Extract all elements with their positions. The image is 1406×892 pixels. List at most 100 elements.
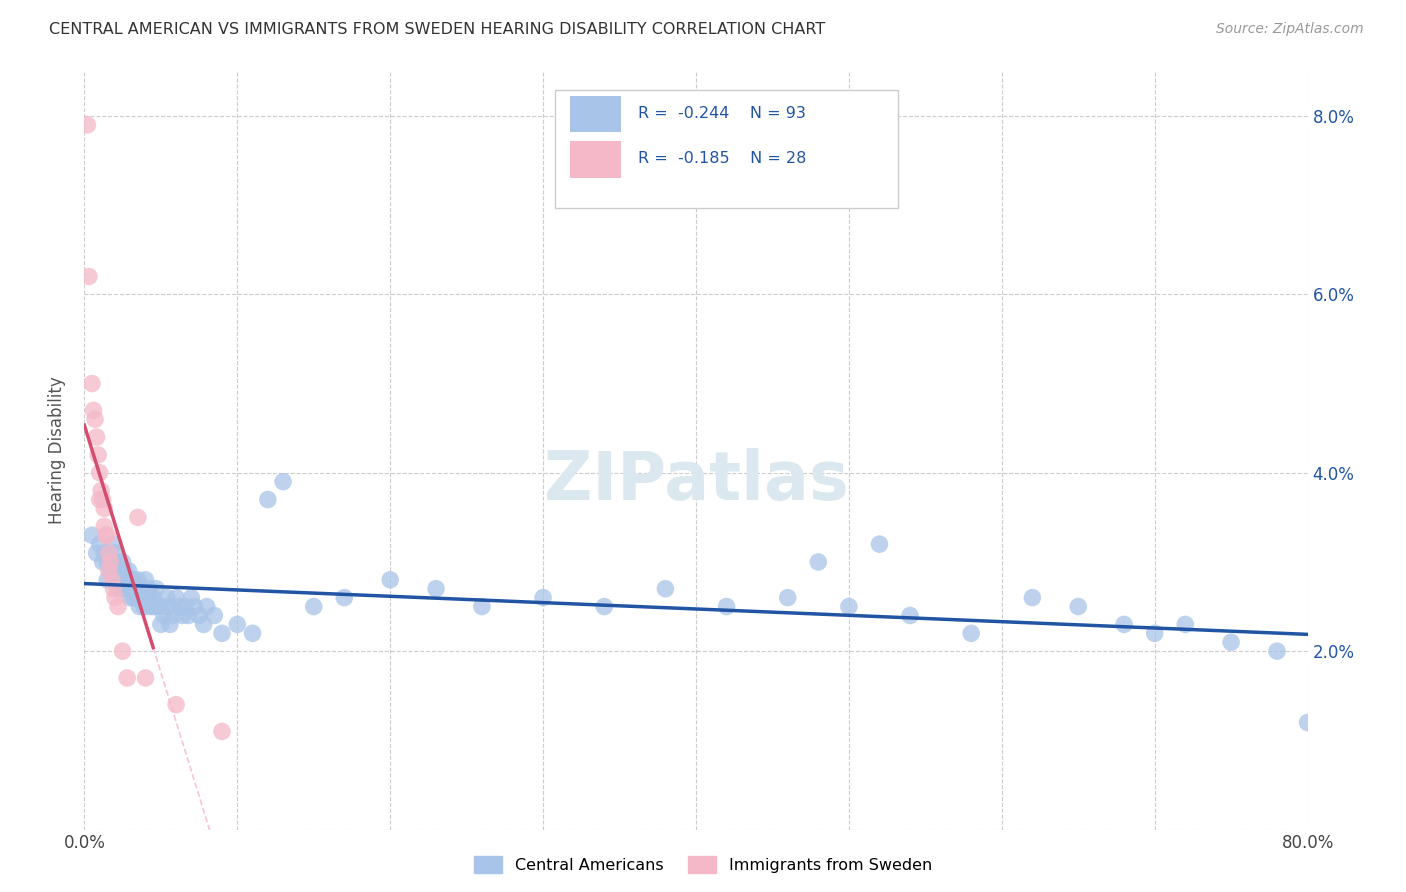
Point <box>807 555 830 569</box>
Point <box>172 608 194 623</box>
Point <box>129 582 152 596</box>
Point <box>77 269 100 284</box>
Point <box>211 724 233 739</box>
Point <box>142 591 165 605</box>
Point <box>146 599 169 614</box>
Point <box>302 599 325 614</box>
Point <box>94 528 117 542</box>
Text: CENTRAL AMERICAN VS IMMIGRANTS FROM SWEDEN HEARING DISABILITY CORRELATION CHART: CENTRAL AMERICAN VS IMMIGRANTS FROM SWED… <box>49 22 825 37</box>
Point <box>149 617 172 632</box>
Point <box>103 582 125 596</box>
FancyBboxPatch shape <box>555 90 898 208</box>
Point <box>96 528 118 542</box>
Point <box>1067 599 1090 614</box>
Point <box>202 608 225 623</box>
Point <box>143 599 166 614</box>
Point <box>165 591 187 605</box>
Point <box>91 555 114 569</box>
Point <box>101 573 124 587</box>
Point <box>80 376 103 391</box>
Point <box>97 546 120 560</box>
Legend: Central Americans, Immigrants from Sweden: Central Americans, Immigrants from Swede… <box>467 849 939 880</box>
Point <box>869 537 891 551</box>
Point <box>97 546 120 560</box>
Point <box>132 599 155 614</box>
Point <box>83 403 105 417</box>
Point <box>111 644 134 658</box>
Point <box>716 599 738 614</box>
Point <box>1143 626 1166 640</box>
Point <box>257 492 280 507</box>
Point <box>162 608 184 623</box>
Point <box>183 599 205 614</box>
Point <box>141 599 163 614</box>
Point <box>333 591 356 605</box>
Point <box>87 448 110 462</box>
Point <box>103 537 125 551</box>
Point <box>193 617 215 632</box>
Point <box>122 591 145 605</box>
Point <box>91 492 114 507</box>
Point <box>471 599 494 614</box>
Point <box>838 599 860 614</box>
Point <box>114 573 136 587</box>
Text: R =  -0.185    N = 28: R = -0.185 N = 28 <box>638 151 807 166</box>
Point <box>98 555 121 569</box>
Point <box>124 582 146 596</box>
Point <box>159 617 181 632</box>
Point <box>1296 715 1319 730</box>
Point <box>177 608 200 623</box>
Point <box>157 599 180 614</box>
Point <box>776 591 799 605</box>
Point <box>127 573 149 587</box>
Point <box>107 599 129 614</box>
Point <box>960 626 983 640</box>
Point <box>125 591 148 605</box>
Point <box>145 582 167 596</box>
Point <box>104 564 127 578</box>
Point <box>1265 644 1288 658</box>
Point <box>104 546 127 560</box>
Point <box>107 555 129 569</box>
Point <box>84 412 107 426</box>
Point <box>165 698 187 712</box>
Y-axis label: Hearing Disability: Hearing Disability <box>48 376 66 524</box>
Point <box>127 510 149 524</box>
Point <box>120 591 142 605</box>
Point <box>271 475 294 489</box>
Point <box>1174 617 1197 632</box>
Point <box>135 671 157 685</box>
Point <box>135 591 157 605</box>
Point <box>167 599 190 614</box>
Point <box>654 582 676 596</box>
Point <box>111 555 134 569</box>
Point <box>101 555 124 569</box>
Point <box>531 591 554 605</box>
Point <box>105 573 128 587</box>
Point <box>156 591 179 605</box>
Point <box>149 599 172 614</box>
Point <box>898 608 921 623</box>
Point <box>96 555 118 569</box>
Point <box>104 591 127 605</box>
Point <box>110 573 132 587</box>
Point <box>1220 635 1243 649</box>
Point <box>89 466 111 480</box>
Point <box>120 573 142 587</box>
Point <box>89 492 111 507</box>
Text: R =  -0.244    N = 93: R = -0.244 N = 93 <box>638 105 807 120</box>
Bar <box>569 95 621 132</box>
Point <box>1114 617 1136 632</box>
Point <box>76 118 98 132</box>
Point <box>593 599 616 614</box>
Point <box>195 599 218 614</box>
Point <box>127 591 149 605</box>
Point <box>153 608 176 623</box>
Point <box>96 573 118 587</box>
Point <box>86 546 108 560</box>
Point <box>1021 591 1043 605</box>
Point <box>138 582 160 596</box>
Point <box>98 564 121 578</box>
Point <box>425 582 447 596</box>
Point <box>188 608 211 623</box>
